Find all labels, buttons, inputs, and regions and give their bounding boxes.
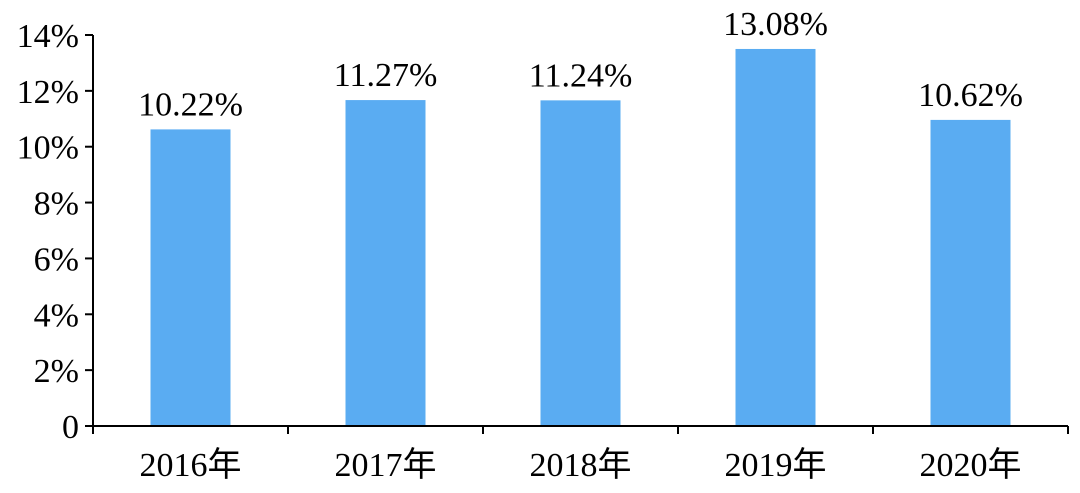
y-tick-label: 8% xyxy=(34,186,79,223)
y-tick-label: 4% xyxy=(34,297,79,334)
y-tick-label: 0 xyxy=(62,409,79,446)
data-label: 13.08% xyxy=(723,6,828,43)
bars xyxy=(150,48,1011,427)
data-label: 11.24% xyxy=(529,57,633,94)
x-tick-label: 2016年 xyxy=(140,446,242,484)
data-label: 11.27% xyxy=(334,57,438,94)
x-axis: 2016年 2017年 2018年 2019年 2020年 xyxy=(92,425,1069,484)
data-label: 10.22% xyxy=(138,86,243,123)
x-tick-label: 2017年 xyxy=(335,446,437,484)
y-tick-label: 14% xyxy=(17,18,79,55)
y-tick-label: 12% xyxy=(17,74,79,111)
bar xyxy=(540,100,621,427)
y-tick-label: 2% xyxy=(34,353,79,390)
x-tick-label: 2020年 xyxy=(920,446,1022,484)
data-label: 10.62% xyxy=(918,77,1023,114)
bar xyxy=(150,129,231,427)
y-tick-label: 6% xyxy=(34,241,79,278)
y-tick-label: 10% xyxy=(17,130,79,167)
y-axis: 0 2% 4% 6% 8% 10% 12% 14% xyxy=(17,18,94,446)
data-labels: 10.22% 11.27% 11.24% 13.08% 10.62% xyxy=(138,6,1023,123)
bar xyxy=(345,100,426,426)
bar xyxy=(735,48,816,426)
x-tick-label: 2019年 xyxy=(725,446,827,484)
bar xyxy=(930,119,1011,426)
x-tick-label: 2018年 xyxy=(530,446,632,484)
